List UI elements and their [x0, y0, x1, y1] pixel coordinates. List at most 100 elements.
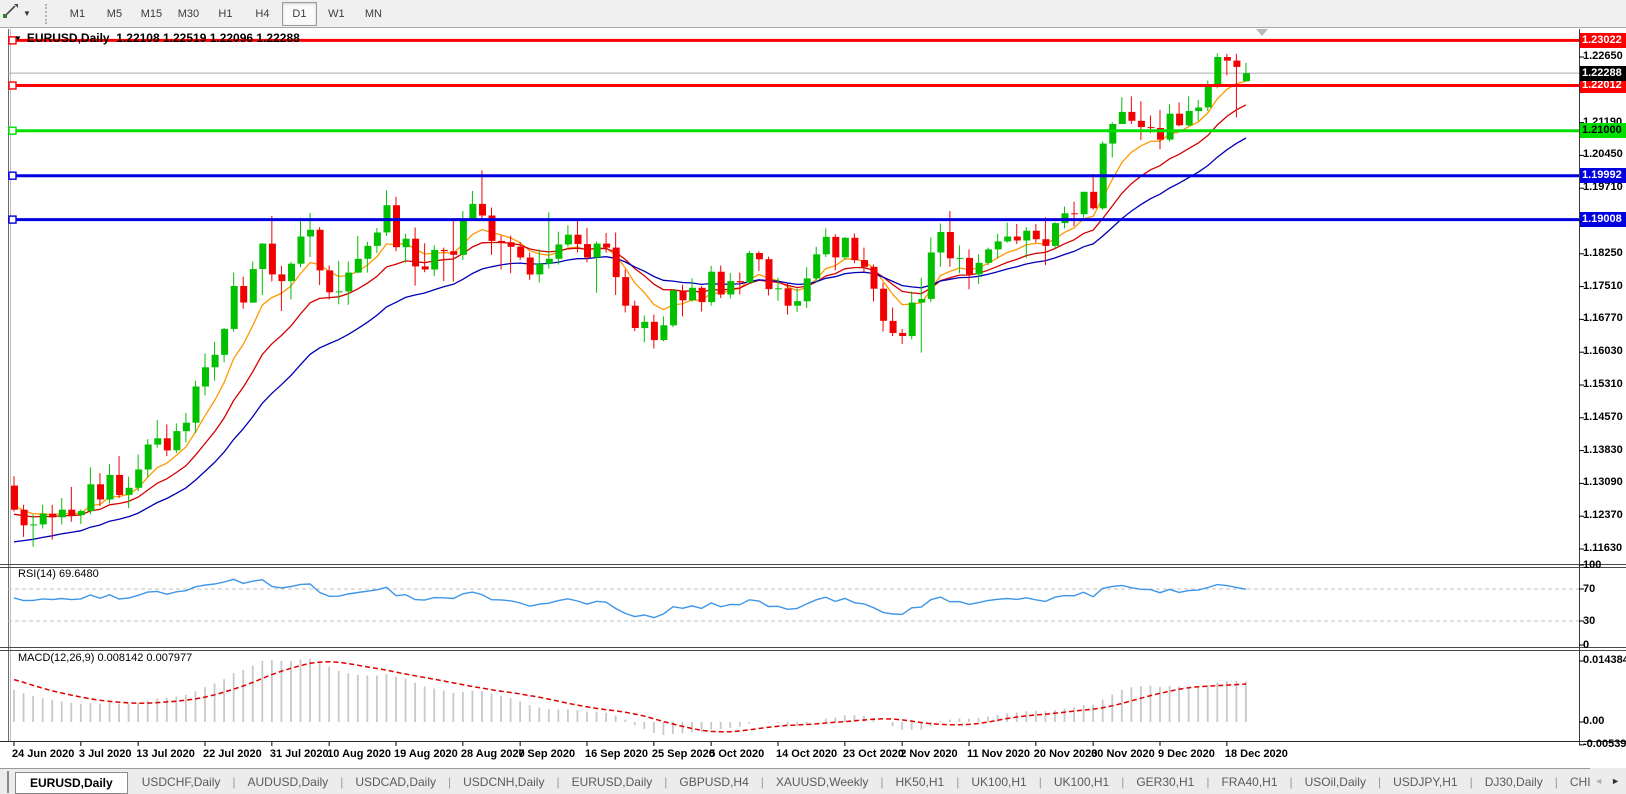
- date-axis-label: 18 Dec 2020: [1224, 748, 1288, 760]
- date-axis-label: 16 Sep 2020: [585, 748, 648, 760]
- macd-signal-line: [13, 660, 1247, 733]
- ma-7-line: [13, 80, 1247, 516]
- timeframe-button-MN[interactable]: MN: [364, 7, 382, 20]
- chart-tab-USDJPY-H1[interactable]: USDJPY,H1: [1393, 775, 1458, 789]
- date-axis-label: 5 Oct 2020: [709, 748, 765, 760]
- tab-separator: |: [1121, 775, 1125, 789]
- timeframe-button-M1[interactable]: M1: [69, 7, 86, 20]
- chart-tab-USDCNH-Daily[interactable]: USDCNH,Daily: [463, 775, 545, 789]
- hline-price-label[interactable]: 1.23022: [1580, 32, 1626, 48]
- rsi-axis-tick: 100: [1583, 559, 1602, 571]
- hline-price-label[interactable]: 1.19992: [1580, 168, 1626, 184]
- chart-tab-FRA40-H1[interactable]: FRA40,H1: [1221, 775, 1278, 789]
- chart-tab-USDCAD-Daily[interactable]: USDCAD,Daily: [355, 775, 436, 789]
- date-axis-label: 24 Jun 2020: [12, 748, 75, 760]
- caret-down-icon[interactable]: ▼: [23, 9, 31, 18]
- candles: [11, 53, 1250, 547]
- chart-ohlc-values: 1.22108 1.22519 1.22096 1.22288: [116, 31, 300, 45]
- chart-tab-GBPUSD-H4[interactable]: GBPUSD,H4: [679, 775, 749, 789]
- chart-tab-DJ30-Daily[interactable]: DJ30,Daily: [1484, 775, 1543, 789]
- macd-axis-tick: 0.00: [1583, 715, 1605, 727]
- ma-14-line: [13, 104, 1247, 518]
- tab-separator: |: [760, 775, 764, 789]
- timeframe-button-H4[interactable]: H4: [255, 7, 270, 20]
- price-axis-tick: 1.13090: [1583, 476, 1623, 489]
- price-axis-tick: 1.11630: [1583, 542, 1623, 554]
- trendline-tool-button[interactable]: ▼: [0, 2, 35, 26]
- trendline-tool-icon: [2, 2, 20, 25]
- rsi-axis-tick: 70: [1583, 583, 1596, 595]
- date-axis-label: 22 Jul 2020: [203, 748, 262, 760]
- scroll-left-arrow-icon[interactable]: ◄: [1594, 776, 1604, 786]
- price-axis-tick: 1.16770: [1583, 312, 1623, 325]
- window-menu-icon[interactable]: ▼: [14, 34, 22, 43]
- date-axis-label: 11 Nov 2020: [967, 748, 1030, 760]
- date-axis-label: 31 Jul 2020: [269, 748, 329, 760]
- timeframe-button-M15[interactable]: M15: [140, 7, 163, 20]
- date-axis-label: 10 Aug 2020: [327, 748, 391, 760]
- timeframe-button-M30[interactable]: M30: [177, 7, 200, 20]
- timeframe-button-M5[interactable]: M5: [106, 7, 123, 20]
- macd-axis-tick: -0.005396: [1583, 737, 1626, 750]
- timeframe-button-W1[interactable]: W1: [328, 7, 345, 20]
- chart-title: ▼ EURUSD,Daily 1.22108 1.22519 1.22096 1.…: [14, 31, 300, 45]
- chart-tab-bar: EURUSD,Daily USDCHF,Daily | AUDUSD,Daily | US…: [0, 768, 1626, 794]
- tab-separator: |: [1289, 775, 1293, 789]
- chart-window[interactable]: ▼ EURUSD,Daily 1.22108 1.22519 1.22096 1.…: [0, 28, 1626, 768]
- chart-tab-USOil-Daily[interactable]: USOil,Daily: [1304, 775, 1366, 789]
- chart-shift-marker-icon[interactable]: [1256, 29, 1268, 36]
- chart-tab-AUDUSD-Daily[interactable]: AUDUSD,Daily: [247, 775, 329, 789]
- chart-tab-XAUUSD-Weekly[interactable]: XAUUSD,Weekly: [775, 775, 869, 789]
- price-axis-tick: 1.12370: [1583, 509, 1623, 522]
- timeframe-button-D1[interactable]: D1: [281, 1, 317, 26]
- price-axis-tick: 1.22650: [1583, 50, 1623, 62]
- chart-tab-EURUSD-Daily[interactable]: EURUSD,Daily: [571, 775, 653, 789]
- price-axis-tick: 1.14570: [1583, 410, 1623, 423]
- tab-bar-grip: [7, 771, 9, 793]
- price-axis-tick: 1.17510: [1583, 279, 1623, 292]
- date-axis-label: 20 Nov 2020: [1033, 748, 1098, 760]
- tab-separator: |: [1206, 775, 1210, 789]
- chart-tab-HK50-H1[interactable]: HK50,H1: [895, 775, 945, 789]
- tab-scroll-arrows: ◄ ►: [1590, 768, 1626, 794]
- price-axis-tick: 1.19710: [1583, 181, 1623, 194]
- date-axis-label: 13 Jul 2020: [136, 748, 195, 760]
- chart-tab-active[interactable]: EURUSD,Daily: [15, 771, 128, 794]
- hline-price-label[interactable]: 1.21000: [1580, 123, 1626, 139]
- date-axis-label: 7 Sep 2020: [518, 748, 576, 760]
- rsi-axis-tick: 0: [1583, 639, 1590, 651]
- macd-axis-tick: 0.014384: [1583, 654, 1626, 666]
- chart-tab-UK100-H1[interactable]: UK100,H1: [971, 775, 1027, 789]
- price-axis-tick: 1.13830: [1583, 443, 1623, 456]
- date-axis-label: 25 Sep 2020: [651, 748, 715, 760]
- hline-price-label[interactable]: 1.22012: [1580, 78, 1626, 93]
- chart-tab-GER30-H1[interactable]: GER30,H1: [1136, 775, 1195, 789]
- tab-separator: |: [1554, 775, 1558, 789]
- scroll-right-arrow-icon[interactable]: ►: [1611, 776, 1620, 786]
- date-axis-label: 28 Aug 2020: [460, 748, 525, 760]
- tab-separator: |: [1038, 775, 1042, 789]
- tab-separator: |: [340, 775, 344, 789]
- date-axis-label: 2 Nov 2020: [900, 748, 958, 760]
- chart-canvas[interactable]: [0, 28, 1626, 768]
- chart-tab-UK100-H1[interactable]: UK100,H1: [1053, 775, 1110, 789]
- timeframe-button-H1[interactable]: H1: [218, 7, 233, 20]
- chart-tab-USDCHF-Daily[interactable]: USDCHF,Daily: [141, 775, 221, 789]
- tab-separator: |: [956, 775, 960, 789]
- tab-separator: |: [664, 775, 668, 789]
- current-price-label: 1.22288: [1580, 65, 1626, 81]
- tab-separator: |: [448, 775, 452, 789]
- macd-indicator-label: MACD(12,26,9) 0.008142 0.007977: [18, 652, 193, 664]
- tab-separator: |: [556, 775, 560, 789]
- tab-separator: |: [232, 775, 236, 789]
- timeframe-buttons: M1 M5 M15 M30 H1 H4 D1 W1 MN: [59, 1, 392, 26]
- macd-histogram: [13, 658, 1247, 735]
- tab-separator: |: [1377, 775, 1382, 789]
- price-axis-tick: 1.15310: [1583, 378, 1623, 390]
- hline-price-label[interactable]: 1.19008: [1580, 212, 1626, 228]
- price-axis-tick: 1.16030: [1583, 345, 1623, 358]
- date-axis-label: 9 Dec 2020: [1158, 748, 1215, 760]
- date-axis-label: 3 Jul 2020: [78, 748, 132, 760]
- rsi-indicator-label: RSI(14) 69.6480: [18, 568, 99, 580]
